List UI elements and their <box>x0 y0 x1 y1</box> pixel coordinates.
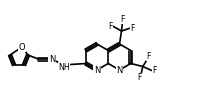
Text: F: F <box>108 21 113 31</box>
Text: F: F <box>147 52 151 61</box>
Text: NH: NH <box>58 62 70 72</box>
Text: F: F <box>130 24 135 32</box>
Text: N: N <box>116 66 123 74</box>
Text: F: F <box>120 14 125 24</box>
Text: N: N <box>94 66 100 74</box>
Text: N: N <box>49 54 55 64</box>
Text: F: F <box>138 73 142 82</box>
Text: F: F <box>153 66 157 75</box>
Text: O: O <box>19 43 25 51</box>
